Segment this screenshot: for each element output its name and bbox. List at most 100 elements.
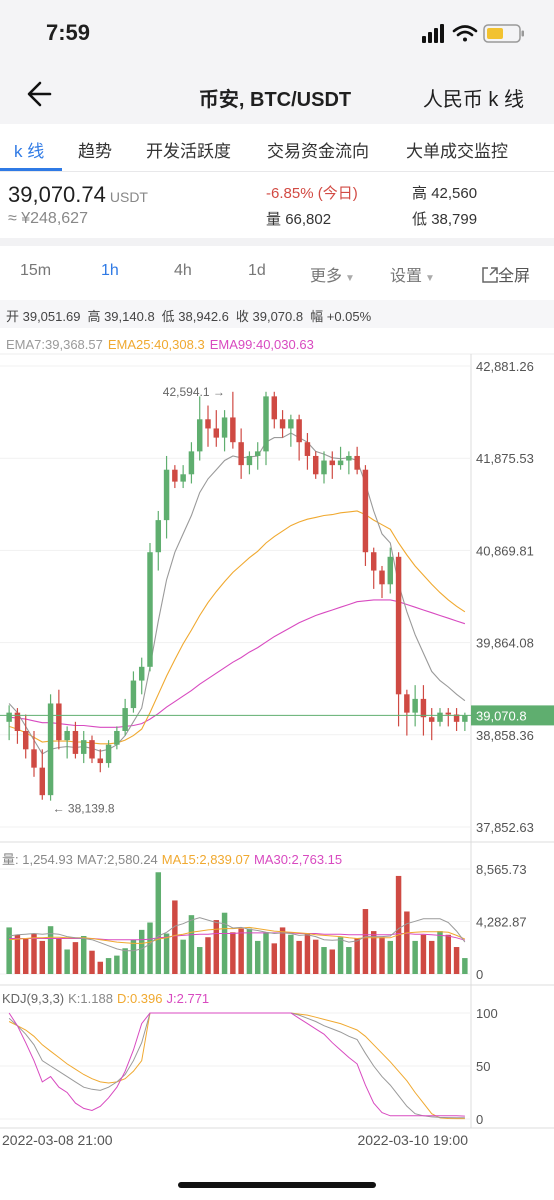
candle-body — [221, 417, 228, 438]
candle-body — [138, 666, 145, 681]
max-price-annotation: 42,594.1 → — [163, 385, 225, 399]
page-title: 币安, BTC/USDT — [198, 89, 352, 111]
tab-active-indicator — [0, 168, 62, 171]
status-icons — [422, 24, 524, 43]
price-axis-label: 38,858.36 — [476, 728, 534, 743]
candle-body — [379, 570, 385, 585]
tab-bar: k 线 趋势 开发活跃度 交易资金流向 大单成交监控 — [0, 124, 554, 172]
interval-1d[interactable]: 1d — [248, 262, 266, 279]
caret-down-icon: ▼ — [425, 273, 435, 284]
volume-bar — [420, 934, 427, 974]
candle-body — [89, 740, 95, 759]
volume-bar — [72, 942, 79, 974]
more-dropdown[interactable]: 更多 ▼ — [310, 262, 355, 286]
volume-bar — [329, 949, 336, 974]
kdj-k-line — [8, 1012, 465, 1119]
volume-bar — [346, 947, 352, 974]
fullscreen-button[interactable]: 全屏 — [482, 262, 530, 286]
back-button[interactable] — [20, 74, 64, 114]
price-axis-label: 37,852.63 — [476, 820, 534, 835]
vol-ma7-legend: MA7:2,580.24 — [76, 852, 158, 867]
volume-bar — [39, 940, 46, 974]
volume-bar — [404, 911, 410, 974]
volume-bar — [56, 938, 62, 974]
fullscreen-icon — [482, 267, 498, 283]
candle-body — [172, 469, 178, 482]
tab-large-order[interactable]: 大单成交监控 — [406, 142, 508, 161]
candle-body — [188, 451, 195, 475]
candle-body — [230, 417, 236, 443]
candle-body — [205, 419, 211, 429]
price-axis-label: 40,869.81 — [476, 543, 534, 558]
volume-bar — [155, 872, 162, 974]
candle-body — [337, 460, 344, 466]
volume-bar — [196, 947, 203, 974]
ohlc-low: 低 38,942.6 — [161, 309, 229, 324]
candle-body — [296, 419, 302, 443]
ema99-legend: EMA99:40,030.63 — [209, 337, 314, 352]
candle-body — [213, 428, 220, 438]
volume-bar — [453, 947, 460, 974]
volume-bar — [22, 938, 29, 974]
candle-body — [445, 712, 452, 715]
high-value: 42,560 — [431, 185, 478, 202]
candle-body — [246, 455, 253, 466]
cny-kline-toggle[interactable]: 人民币 k 线 — [422, 89, 524, 111]
settings-dropdown[interactable]: 设置 ▼ — [390, 262, 435, 286]
daily-low: 低 38,799 — [412, 208, 477, 229]
candle-body — [321, 460, 327, 475]
volume-bar — [288, 934, 294, 974]
volume-label: 量 — [266, 211, 282, 228]
volume-value: 66,802 — [285, 211, 332, 228]
volume-bar — [147, 922, 153, 974]
volume-bar — [64, 949, 70, 974]
interval-1h[interactable]: 1h — [101, 262, 119, 279]
interval-bar: 15m 1h 4h 1d 更多 ▼ 设置 ▼ 全屏 — [0, 246, 554, 296]
candle-body — [279, 419, 286, 429]
volume-bar — [312, 939, 319, 974]
last-price: 39,070.74 USDT — [8, 182, 148, 208]
volume-bar — [6, 927, 12, 974]
daily-high: 高 42,560 — [412, 182, 477, 203]
candle-body — [346, 455, 352, 461]
settings-label: 设置 — [390, 268, 423, 285]
volume-bar — [254, 940, 261, 974]
ohlc-high: 高 39,140.8 — [87, 309, 155, 324]
tab-fund-flow[interactable]: 交易资金流向 — [267, 142, 369, 161]
volume-bar — [14, 934, 21, 974]
candle-body — [288, 419, 294, 429]
volume-bar — [395, 875, 402, 974]
candle-body — [329, 460, 336, 466]
home-indicator — [178, 1182, 376, 1188]
ohlc-open: 开 39,051.69 — [6, 309, 81, 324]
candle-body — [428, 717, 435, 722]
caret-down-icon: ▼ — [345, 273, 355, 284]
candle-body — [271, 396, 278, 420]
candle-body — [72, 730, 79, 754]
cny-price: ≈ ¥248,627 — [8, 210, 88, 227]
ema-legend: EMA7:39,368.57 EMA25:40,308.3 EMA99:40,030… — [6, 337, 319, 352]
candle-body — [114, 730, 120, 745]
volume-bar — [205, 937, 211, 974]
candle-body — [412, 698, 418, 713]
tab-kline[interactable]: k 线 — [14, 142, 45, 161]
tab-dev-activity[interactable]: 开发活跃度 — [146, 142, 231, 161]
tab-trend[interactable]: 趋势 — [78, 142, 112, 161]
candle-body — [105, 744, 112, 764]
daily-change: -6.85% (今日) — [266, 185, 358, 202]
volume-bar — [296, 940, 302, 974]
candle-body — [404, 694, 410, 713]
candle-body — [47, 703, 54, 796]
kline-chart[interactable]: 42,881.26 41,875.53 40,869.81 39,864.08 38,8… — [0, 330, 554, 1156]
volume-bar — [138, 929, 145, 974]
candle-body — [395, 556, 402, 695]
volume-axis-label: 8,565.73 — [476, 862, 527, 877]
interval-4h[interactable]: 4h — [174, 262, 192, 279]
fullscreen-label: 全屏 — [498, 268, 531, 285]
candle-body — [64, 730, 70, 741]
volume-bar — [246, 928, 253, 974]
volume-bar — [238, 928, 244, 974]
volume-bar — [271, 943, 278, 974]
interval-15m[interactable]: 15m — [20, 262, 52, 279]
ema7-legend: EMA7:39,368.57 — [6, 337, 103, 352]
